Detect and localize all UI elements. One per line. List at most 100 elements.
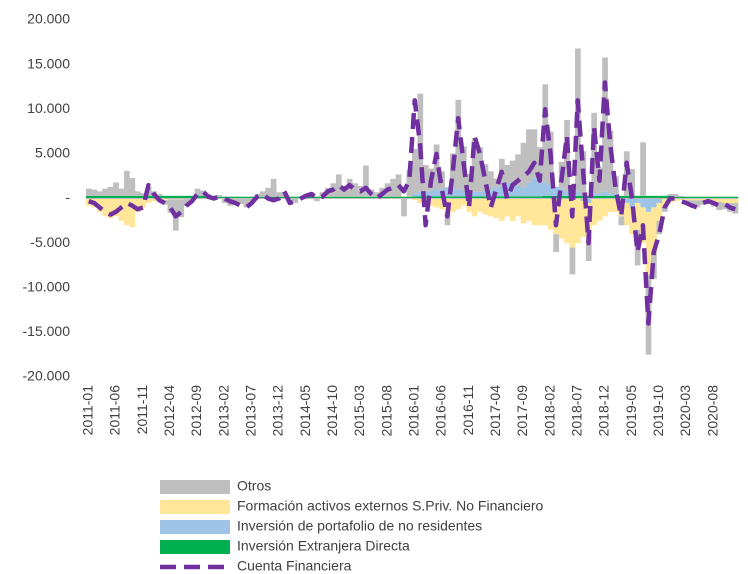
- x-tick-label: 2013-02: [215, 385, 231, 437]
- bar: [547, 195, 554, 199]
- bar: [107, 186, 114, 196]
- bar: [716, 202, 722, 211]
- bar: [259, 191, 266, 197]
- bar: [564, 198, 570, 244]
- bar: [515, 198, 521, 217]
- bar: [129, 198, 136, 228]
- bar: [585, 234, 592, 261]
- bar: [694, 200, 701, 208]
- y-tick-label: 20.000: [27, 11, 70, 27]
- bar: [428, 198, 435, 206]
- bar: [618, 216, 625, 226]
- bar: [450, 189, 456, 197]
- bar: [172, 195, 179, 199]
- bar: [591, 112, 598, 194]
- bar: [227, 196, 233, 199]
- bar: [498, 196, 505, 199]
- bar: [591, 195, 598, 199]
- bar: [444, 187, 451, 197]
- bar: [531, 196, 538, 199]
- bar: [433, 198, 440, 208]
- bar: [645, 211, 652, 275]
- bar: [602, 195, 608, 199]
- bar: [238, 198, 244, 204]
- bar: [455, 189, 462, 197]
- bar: [270, 178, 277, 197]
- bar: [498, 198, 505, 221]
- bar: [178, 199, 185, 218]
- bar: [450, 153, 456, 190]
- bar: [640, 198, 646, 208]
- bar: [330, 196, 337, 199]
- bar: [194, 188, 201, 196]
- bar: [314, 196, 320, 199]
- bar: [308, 196, 315, 199]
- bar: [575, 191, 581, 196]
- bar: [482, 190, 489, 197]
- bar: [727, 196, 733, 199]
- bar: [216, 196, 223, 199]
- y-tick-label: -: [65, 189, 70, 205]
- bar: [629, 198, 636, 208]
- x-tick-label: 2017-09: [514, 385, 530, 437]
- bar: [656, 198, 663, 203]
- bar: [689, 200, 695, 205]
- bar: [564, 195, 570, 199]
- bar: [689, 196, 695, 199]
- bar: [558, 198, 565, 239]
- bar: [699, 196, 706, 199]
- bar: [569, 198, 576, 248]
- bar: [683, 196, 690, 199]
- bar: [520, 196, 527, 199]
- bar: [536, 182, 543, 197]
- bar: [580, 201, 587, 237]
- bar: [151, 198, 157, 202]
- bar: [471, 191, 478, 197]
- bar: [162, 195, 168, 199]
- bar: [455, 196, 462, 199]
- bar: [515, 185, 521, 197]
- bar: [335, 174, 342, 197]
- bar: [569, 247, 576, 275]
- bar: [526, 198, 532, 221]
- bar: [292, 196, 299, 199]
- bar: [488, 171, 494, 190]
- bar: [216, 194, 223, 197]
- bar: [661, 207, 668, 212]
- bar: [683, 198, 690, 201]
- bar: [156, 194, 163, 196]
- bar: [536, 198, 543, 226]
- x-tick-label: 2015-03: [351, 385, 367, 437]
- bar: [341, 196, 348, 199]
- bar: [406, 196, 413, 199]
- bar: [547, 198, 554, 230]
- bar: [124, 198, 130, 226]
- bar: [531, 198, 538, 226]
- bar: [689, 198, 695, 201]
- bar: [124, 195, 130, 199]
- bar: [363, 165, 369, 197]
- bar: [678, 196, 684, 199]
- y-tick-label: -5.000: [30, 234, 70, 250]
- bar: [455, 198, 462, 210]
- bar: [232, 196, 239, 199]
- bar: [651, 207, 657, 253]
- bar: [412, 198, 418, 201]
- bar: [596, 195, 603, 199]
- bar: [412, 193, 418, 197]
- bar: [86, 195, 92, 199]
- bar: [531, 178, 538, 197]
- bar: [314, 198, 320, 202]
- bar: [162, 198, 168, 201]
- bar: [178, 195, 185, 199]
- bar: [401, 196, 407, 199]
- bar: [390, 178, 396, 197]
- bar: [656, 202, 663, 221]
- x-tick-label: 2012-09: [188, 385, 204, 437]
- bar: [395, 196, 402, 199]
- bar: [716, 196, 722, 199]
- x-tick-label: 2012-04: [161, 385, 177, 437]
- bar: [118, 188, 125, 196]
- bar: [504, 165, 511, 183]
- bar: [526, 129, 532, 183]
